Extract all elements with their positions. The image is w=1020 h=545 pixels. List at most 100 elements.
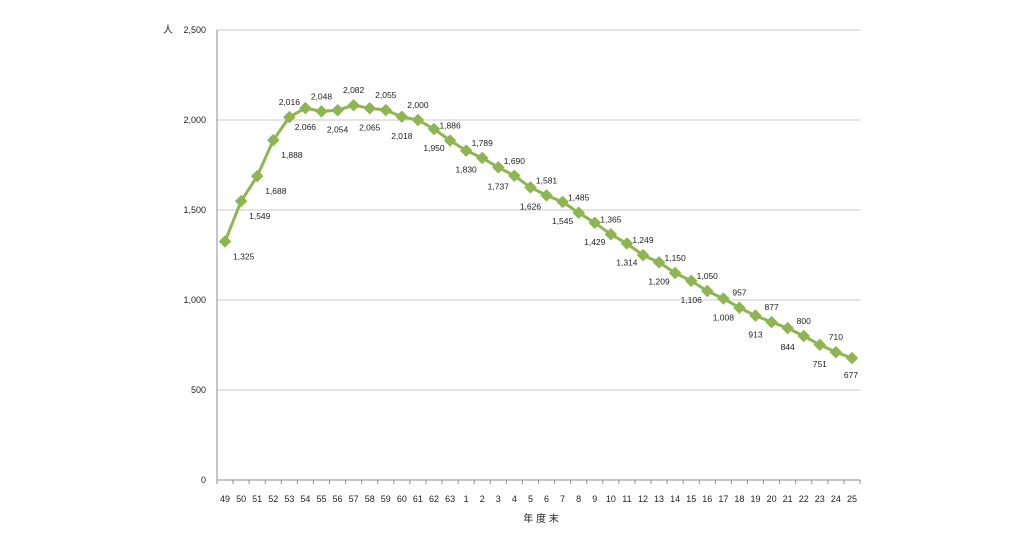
data-label: 844 [781,342,795,352]
y-tick-label: 2,500 [183,25,206,35]
data-point [508,169,521,183]
data-point [684,274,698,288]
data-point [443,134,457,147]
data-label: 1,830 [456,165,478,175]
x-tick-label: 62 [429,494,439,504]
data-label: 1,249 [632,235,654,245]
data-label: 1,549 [249,211,271,221]
data-label: 1,545 [552,216,574,226]
data-point [266,133,280,147]
data-label: 710 [829,332,843,342]
data-label: 2,000 [407,100,429,110]
data-point [813,338,827,352]
y-tick-label: 2,000 [183,115,206,125]
x-tick-label: 15 [686,494,696,504]
x-tick-label: 23 [815,494,825,504]
data-point [700,284,714,298]
data-label: 2,055 [375,90,397,100]
data-label: 1,429 [584,237,606,247]
data-point [315,105,328,118]
data-point [620,237,634,250]
data-point [234,194,248,208]
x-tick-label: 14 [670,494,680,504]
y-axis-unit-label: 人 [163,24,173,36]
data-point [411,113,425,127]
data-label: 1,888 [281,150,303,160]
data-point [636,248,650,262]
x-tick-label: 53 [284,494,294,504]
data-label: 2,065 [359,122,381,132]
gridlines [217,29,860,391]
series [218,98,859,365]
data-label: 1,008 [713,313,735,323]
x-tick-label: 60 [397,494,407,504]
data-label: 1,737 [488,181,510,191]
data-label: 1,626 [520,201,542,211]
data-label: 877 [764,302,778,312]
data-point [765,315,778,329]
x-tick-label: 10 [606,494,616,504]
data-point [781,321,795,335]
data-label: 751 [813,359,827,369]
data-point [717,292,730,305]
data-point [845,351,859,365]
data-label: 800 [797,316,811,326]
x-tick-label: 6 [544,494,549,504]
x-tick-label: 49 [220,494,230,504]
data-label: 1,950 [423,143,445,153]
data-label: 1,365 [600,214,622,224]
x-tick-label: 17 [718,494,728,504]
data-label: 1,789 [472,138,494,148]
x-tick-label: 3 [496,494,501,504]
data-point [556,195,569,209]
x-tick-label: 4 [512,494,517,504]
y-tick-label: 500 [191,385,206,395]
data-label: 2,054 [327,124,349,134]
x-tick-label: 59 [381,494,391,504]
data-label: 1,325 [233,252,255,262]
data-point [299,101,312,115]
data-point [491,160,505,174]
data-label: 2,066 [295,122,317,132]
data-label: 1,150 [664,253,686,263]
y-tick-label: 0 [201,475,206,485]
data-point [218,235,232,248]
x-tick-label: 5 [528,494,533,504]
data-point [588,216,602,230]
x-tick-label: 12 [638,494,648,504]
x-tick-label: 1 [464,494,469,504]
x-tick-label: 9 [592,494,597,504]
data-point [427,122,441,136]
data-label: 1,209 [648,276,670,286]
data-label: 2,016 [279,97,301,107]
data-point [395,110,409,124]
x-tick-label: 58 [365,494,375,504]
data-label: 1,581 [536,175,558,185]
data-label: 1,050 [697,271,719,281]
x-tick-label: 25 [847,494,857,504]
data-point [604,227,618,241]
data-label: 957 [732,288,746,298]
data-label: 1,485 [568,193,590,203]
x-tick-label: 63 [445,494,455,504]
data-point [475,151,489,165]
x-tick-label: 24 [831,494,841,504]
data-point [363,101,377,115]
data-labels: 1,325 1,549 1,688 1,888 2,016 2,066 2,048 2,054… [233,85,858,380]
data-label: 1,314 [616,257,638,267]
x-tick-label: 13 [654,494,664,504]
data-label: 2,048 [311,91,333,101]
data-point [379,103,393,117]
x-tick-label: 7 [560,494,565,504]
x-tick-label: 61 [413,494,423,504]
data-point [524,180,537,194]
data-point [652,256,666,269]
x-tick-label: 50 [236,494,246,504]
data-point [540,189,553,202]
data-point [331,103,344,117]
data-label: 1,690 [504,156,526,166]
data-label: 2,082 [343,85,365,95]
